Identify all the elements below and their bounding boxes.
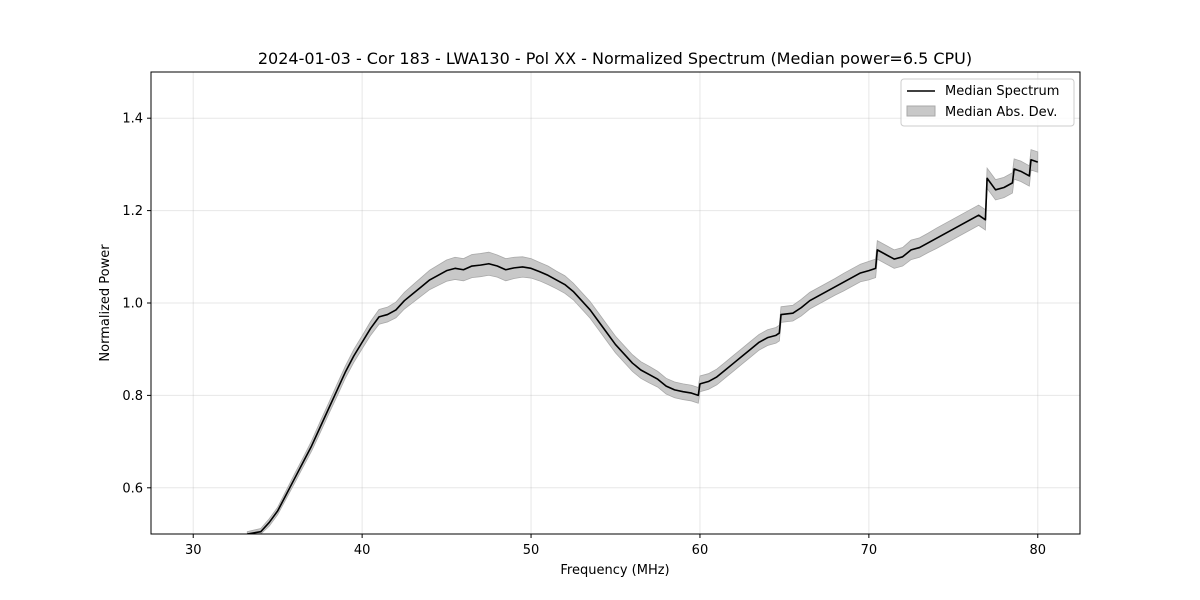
x-tick-label: 50 xyxy=(523,543,540,558)
y-tick-label: 1.4 xyxy=(122,112,143,127)
x-tick-label: 80 xyxy=(1029,543,1046,558)
chart-title: 2024-01-03 - Cor 183 - LWA130 - Pol XX -… xyxy=(258,49,972,68)
y-tick-label: 0.8 xyxy=(122,389,143,404)
legend-label-median-abs-dev: Median Abs. Dev. xyxy=(945,105,1057,120)
x-tick-label: 30 xyxy=(185,543,202,558)
legend-label-median-spectrum: Median Spectrum xyxy=(945,84,1059,99)
median-abs-dev-band xyxy=(246,149,1039,534)
x-axis-ticks: 30 40 50 60 70 80 xyxy=(185,534,1046,558)
legend-box xyxy=(900,78,1075,127)
y-axis-ticks: 0.6 0.8 1.0 1.2 1.4 xyxy=(122,112,151,496)
legend-band-swatch xyxy=(906,105,936,117)
y-axis-label: Normalized Power xyxy=(98,244,113,362)
x-axis-label: Frequency (MHz) xyxy=(560,563,669,578)
y-tick-label: 1.2 xyxy=(122,204,143,219)
legend: Median Spectrum Median Abs. Dev. xyxy=(900,78,1075,127)
median-spectrum-line xyxy=(247,158,1039,534)
y-tick-label: 1.0 xyxy=(122,297,143,312)
y-tick-label: 0.6 xyxy=(122,481,143,496)
x-tick-label: 60 xyxy=(692,543,709,558)
x-tick-label: 40 xyxy=(354,543,371,558)
x-tick-label: 70 xyxy=(861,543,878,558)
